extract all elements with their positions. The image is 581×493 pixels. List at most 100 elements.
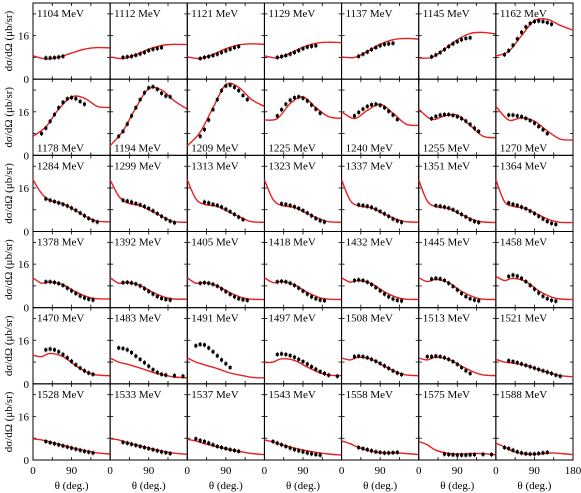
x-tick-label: 0 xyxy=(185,465,191,477)
data-point xyxy=(215,52,219,56)
data-point xyxy=(455,115,459,119)
y-axis-label: dσ/dΩ (μb/sr) xyxy=(3,10,15,71)
energy-label: 1194 MeV xyxy=(114,142,161,154)
data-point xyxy=(301,289,305,293)
data-point xyxy=(237,449,241,453)
data-point xyxy=(387,214,391,218)
data-point xyxy=(520,276,524,280)
data-point xyxy=(374,286,378,290)
data-point xyxy=(228,210,232,214)
data-point xyxy=(520,362,524,366)
data-point xyxy=(434,53,438,57)
data-point xyxy=(130,281,134,285)
data-point xyxy=(70,289,74,293)
data-point xyxy=(147,206,151,210)
data-point xyxy=(524,280,528,284)
data-point xyxy=(442,48,446,52)
data-point xyxy=(44,197,48,201)
data-point xyxy=(395,117,399,121)
data-point xyxy=(220,51,224,55)
panel: 1209 MeV xyxy=(186,78,265,156)
data-point xyxy=(532,212,536,216)
data-point xyxy=(292,448,296,452)
data-point xyxy=(507,201,511,205)
energy-label: 1521 MeV xyxy=(500,313,547,325)
data-point xyxy=(391,113,395,117)
data-point xyxy=(138,203,142,207)
x-tick-label: 90 xyxy=(143,465,155,477)
data-point xyxy=(374,46,378,50)
data-point xyxy=(468,218,472,222)
data-point xyxy=(168,95,172,99)
data-point xyxy=(74,208,78,212)
data-point xyxy=(125,441,129,445)
data-point xyxy=(541,217,545,221)
data-point xyxy=(48,56,52,60)
data-point xyxy=(168,298,172,302)
data-point xyxy=(357,110,361,114)
data-point xyxy=(318,111,322,115)
panel: 1513 MeV xyxy=(418,307,497,385)
data-point xyxy=(61,54,65,58)
data-point xyxy=(442,278,446,282)
data-point xyxy=(455,210,459,214)
data-point xyxy=(507,447,511,451)
data-point xyxy=(361,278,365,282)
data-point xyxy=(284,280,288,284)
data-point xyxy=(181,374,185,378)
data-point xyxy=(468,371,472,375)
data-point xyxy=(121,346,125,350)
energy-label: 1588 MeV xyxy=(500,389,547,401)
data-point xyxy=(447,281,451,285)
y-axis-label: dσ/dΩ (μb/sr) xyxy=(3,87,15,148)
data-point xyxy=(297,357,301,361)
data-point xyxy=(511,113,515,117)
y-tick-label: 16 xyxy=(18,259,30,271)
data-point xyxy=(52,56,56,60)
data-point xyxy=(147,364,151,368)
energy-label: 1418 MeV xyxy=(268,237,315,249)
data-point xyxy=(215,284,219,288)
data-point xyxy=(537,451,541,455)
data-point xyxy=(524,116,528,120)
data-point xyxy=(82,369,86,373)
data-point xyxy=(245,98,249,102)
data-point xyxy=(318,298,322,302)
data-point xyxy=(455,40,459,44)
data-point xyxy=(82,449,86,453)
data-point xyxy=(382,292,386,296)
data-point xyxy=(172,221,176,225)
data-point xyxy=(134,53,138,57)
data-point xyxy=(194,437,198,441)
data-point xyxy=(224,447,228,451)
data-point xyxy=(438,113,442,117)
data-point xyxy=(232,85,236,89)
model-curve xyxy=(109,86,188,147)
data-point xyxy=(220,205,224,209)
x-axis-label: θ (deg.) xyxy=(286,480,320,492)
data-point xyxy=(202,127,206,131)
model-curve xyxy=(186,357,265,379)
energy-label: 1255 MeV xyxy=(423,142,470,154)
data-point xyxy=(451,360,455,364)
data-point xyxy=(78,211,82,215)
data-point xyxy=(391,451,395,455)
x-tick-label: 90 xyxy=(298,465,310,477)
data-point xyxy=(297,286,301,290)
data-point xyxy=(147,447,151,451)
data-point xyxy=(275,441,279,445)
data-point xyxy=(365,448,369,452)
data-point xyxy=(357,203,361,207)
panel: 1137 MeV xyxy=(341,2,420,80)
data-point xyxy=(370,449,374,453)
model-curve xyxy=(341,440,419,456)
x-tick-label: 90 xyxy=(66,465,78,477)
data-point xyxy=(65,204,69,208)
x-axis-label: θ (deg.) xyxy=(55,480,89,492)
model-curve xyxy=(418,179,496,224)
data-point xyxy=(434,354,438,358)
data-point xyxy=(357,54,361,58)
data-point xyxy=(138,98,142,102)
data-point xyxy=(232,212,236,216)
data-point xyxy=(438,204,442,208)
